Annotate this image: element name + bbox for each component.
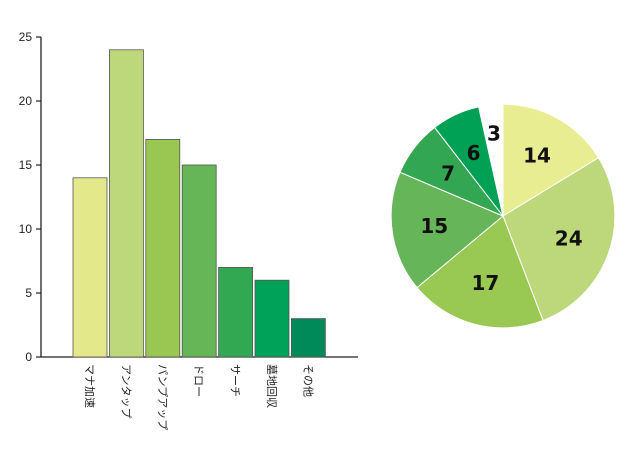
pie-data-label: 17 <box>472 271 500 295</box>
bar <box>109 49 144 358</box>
bar <box>145 138 181 358</box>
pie-data-label: 7 <box>441 162 455 186</box>
pie-outline <box>390 103 616 329</box>
bar <box>181 164 217 358</box>
pie-data-label: 6 <box>467 141 481 165</box>
y-tick-label: 0 <box>25 350 32 364</box>
bar <box>290 318 326 358</box>
category-label-group: マナ加速 アンタップ パンプアップ ドロー サーチ 墓地回収 その他 <box>83 364 314 430</box>
pie-data-label: 24 <box>555 226 583 250</box>
y-tick-group: 0 5 10 15 20 25 <box>19 30 41 364</box>
category-label: サーチ <box>229 364 242 397</box>
bar-group <box>72 49 326 358</box>
bar <box>254 279 290 358</box>
pie-slice-group <box>390 103 616 329</box>
y-tick-label: 5 <box>25 286 32 300</box>
bar <box>218 266 254 358</box>
category-label: 墓地回収 <box>265 364 278 408</box>
bar <box>72 177 108 358</box>
y-tick-label: 25 <box>19 30 33 44</box>
category-label: パンプアップ <box>156 364 169 430</box>
category-label: ドロー <box>192 364 205 397</box>
pie-data-label: 14 <box>523 143 551 167</box>
category-label: マナ加速 <box>83 364 96 408</box>
category-label: アンタップ <box>119 364 132 419</box>
category-label: その他 <box>301 364 314 397</box>
pie-data-label: 15 <box>420 214 448 238</box>
y-tick-label: 10 <box>19 222 33 236</box>
pie-data-label: 3 <box>487 122 501 146</box>
pie-label-group: 14 24 17 15 763 <box>420 122 582 296</box>
y-tick-label: 20 <box>19 94 33 108</box>
y-tick-label: 15 <box>19 158 33 172</box>
